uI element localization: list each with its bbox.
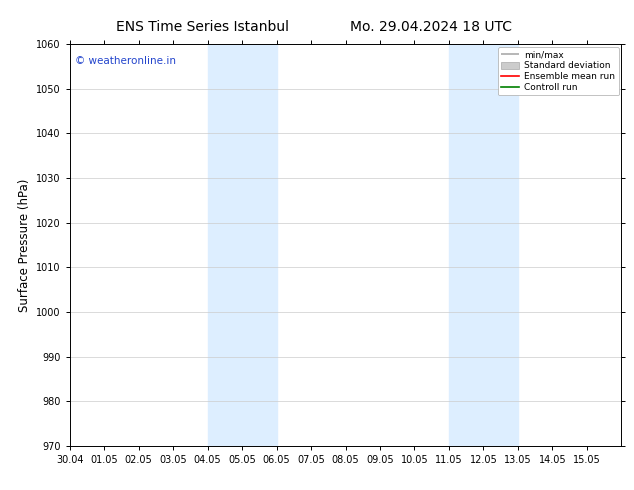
Bar bbox=[449, 44, 518, 446]
Text: Mo. 29.04.2024 18 UTC: Mo. 29.04.2024 18 UTC bbox=[350, 20, 512, 34]
Y-axis label: Surface Pressure (hPa): Surface Pressure (hPa) bbox=[18, 178, 30, 312]
Bar bbox=[207, 44, 276, 446]
Text: © weatheronline.in: © weatheronline.in bbox=[75, 56, 176, 66]
Legend: min/max, Standard deviation, Ensemble mean run, Controll run: min/max, Standard deviation, Ensemble me… bbox=[498, 47, 619, 96]
Text: ENS Time Series Istanbul: ENS Time Series Istanbul bbox=[117, 20, 289, 34]
